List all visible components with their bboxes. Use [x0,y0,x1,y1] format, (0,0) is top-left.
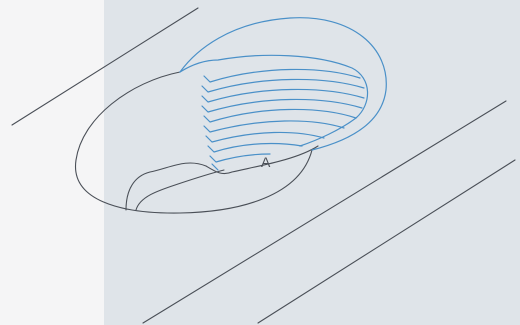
thread-crest-2 [201,78,365,93]
surface-line-lower-2 [257,159,516,324]
thread-crests [201,68,365,171]
surface-line-lower-1 [142,100,507,324]
thread-crest-5 [203,108,357,123]
thread-crest-7 [205,131,325,143]
thread-crest-3 [201,88,365,103]
shaded-surface-panel [104,0,520,325]
inner-recess-step [135,169,225,211]
thread-crest-8 [207,142,303,153]
outer-ellipse-edge [75,71,313,214]
inner-recess-edge [125,145,319,211]
thread-rim [179,17,387,151]
thread-crest-9 [209,153,271,163]
thread-crest-6 [203,120,345,133]
thread-crest-10 [211,163,219,171]
surface-lines [11,7,516,324]
surface-line-upper-left [11,7,199,126]
thread-crest-1 [203,68,361,83]
thread-outer-rim [179,17,387,151]
feature-label-a: A [261,154,271,170]
thread-crest-4 [201,98,363,113]
thread-inner-rim [179,54,369,147]
hole-outline [75,71,319,214]
